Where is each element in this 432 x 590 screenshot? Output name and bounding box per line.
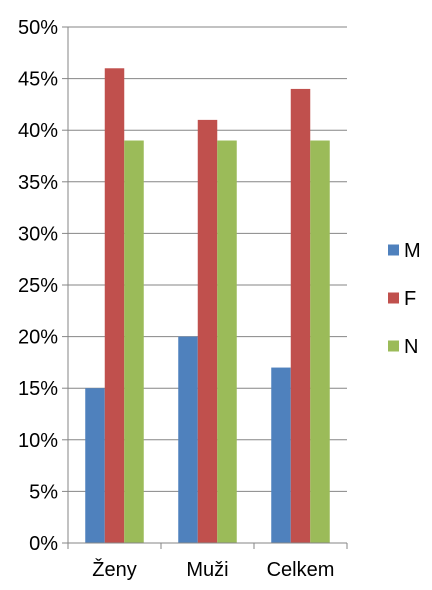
y-tick-label-5: 5% bbox=[29, 481, 58, 503]
bar-f-celkem bbox=[290, 88, 311, 544]
legend: M F N bbox=[388, 240, 421, 358]
y-axis-tick-labels: 0% 5% 10% 15% 20% 25% 30% 35% 40% 45% 50% bbox=[18, 17, 58, 555]
axes bbox=[62, 26, 348, 549]
legend-swatch-f bbox=[388, 292, 399, 304]
y-tick-label-15: 15% bbox=[18, 378, 58, 400]
bar-m-muzi bbox=[178, 336, 198, 543]
bar-n-zeny bbox=[124, 140, 144, 543]
y-tick-label-10: 10% bbox=[18, 430, 58, 452]
y-tick-label-50: 50% bbox=[18, 17, 58, 39]
y-tick-label-40: 40% bbox=[18, 120, 58, 142]
legend-label-n: N bbox=[404, 336, 418, 358]
bars bbox=[85, 68, 330, 544]
legend-swatch-m bbox=[388, 244, 399, 256]
bar-n-celkem bbox=[310, 140, 330, 543]
legend-swatch-n bbox=[388, 340, 399, 352]
x-tick-label-2: Muži bbox=[186, 559, 228, 581]
bar-n-muzi bbox=[217, 140, 237, 543]
y-tick-label-25: 25% bbox=[18, 275, 58, 297]
x-tick-label-3: Celkem bbox=[267, 559, 335, 581]
x-axis-category-labels: Ženy Muži Celkem bbox=[92, 558, 334, 581]
x-tick-label-1: Ženy bbox=[92, 558, 136, 581]
y-tick-label-45: 45% bbox=[18, 69, 58, 91]
y-tick-label-35: 35% bbox=[18, 172, 58, 194]
legend-label-m: M bbox=[404, 240, 421, 262]
y-tick-label-20: 20% bbox=[18, 327, 58, 349]
y-tick-label-0: 0% bbox=[29, 533, 58, 555]
y-tick-label-30: 30% bbox=[18, 223, 58, 245]
bar-m-celkem bbox=[271, 367, 291, 543]
bar-f-zeny bbox=[104, 68, 125, 543]
bar-m-zeny bbox=[85, 388, 105, 543]
bar-f-muzi bbox=[197, 119, 218, 543]
legend-label-f: F bbox=[404, 288, 416, 310]
